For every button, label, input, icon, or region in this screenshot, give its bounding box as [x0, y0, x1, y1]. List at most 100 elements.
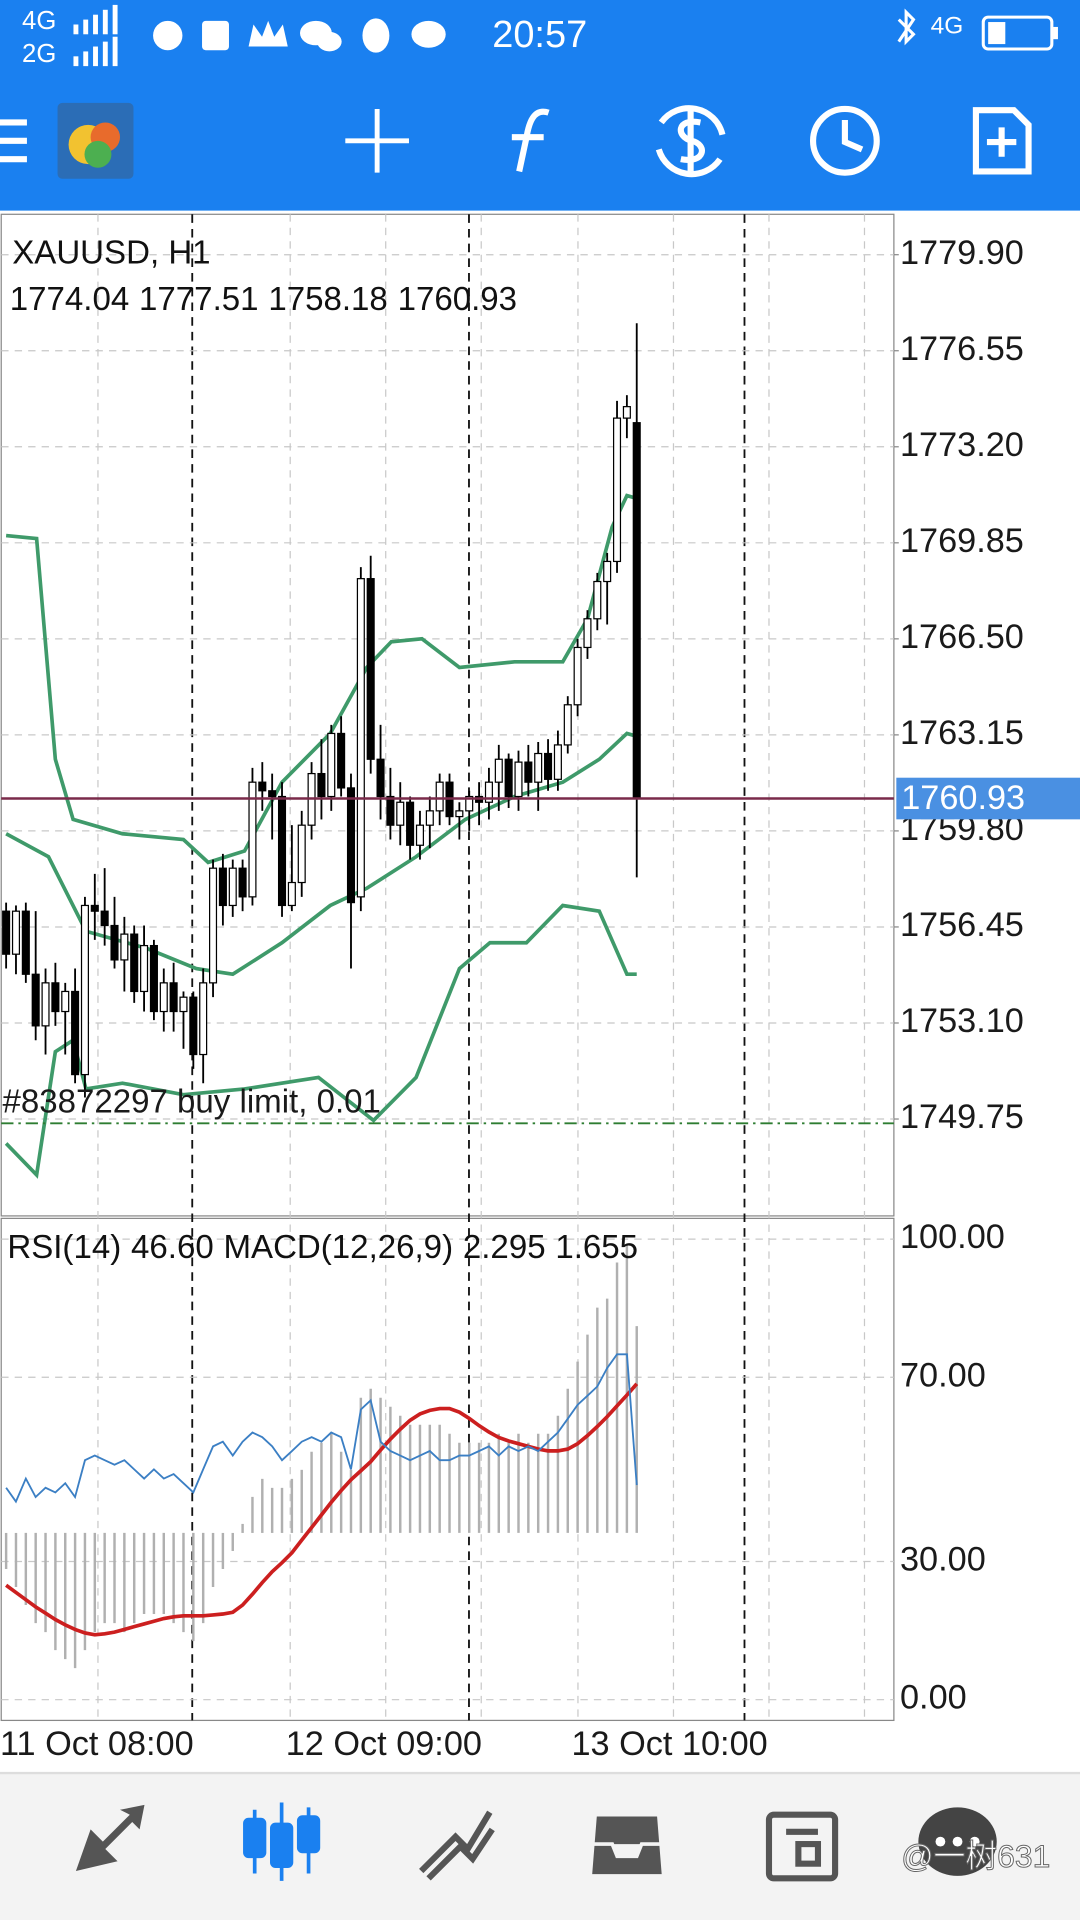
candle-body [494, 758, 503, 783]
trade-tab[interactable] [419, 1810, 495, 1881]
chart-title: XAUUSD, H1 [12, 234, 210, 271]
candle-body [277, 795, 287, 907]
indicator-value: 2.295 [463, 1229, 546, 1266]
watermark: @一树631 [901, 1838, 1050, 1874]
candle-body [366, 578, 375, 760]
candle-body [337, 732, 346, 789]
ohlc-close: 1760.93 [398, 281, 517, 318]
history-tab[interactable] [588, 1812, 666, 1878]
y-tick-label: 70.00 [900, 1356, 986, 1394]
candle-body [622, 406, 631, 419]
candle-body [632, 422, 641, 800]
x-tick-label: 12 Oct 09:00 [286, 1725, 482, 1763]
candle-body [514, 761, 523, 798]
menu-button[interactable] [0, 119, 27, 163]
candle-body [110, 924, 119, 961]
candle-body [534, 752, 543, 783]
candle-body [228, 867, 237, 907]
battery-tip [1053, 26, 1058, 40]
y-tick-label: 1779.90 [900, 234, 1024, 272]
news-tab[interactable] [765, 1811, 839, 1882]
candle-body [21, 910, 30, 975]
candle-body [573, 646, 582, 706]
signal-label: 4G [22, 7, 56, 35]
candle-body [553, 744, 562, 780]
candle-body [199, 982, 208, 1056]
candle-body [593, 580, 602, 620]
candle-body [258, 781, 267, 792]
messages-tab[interactable] [918, 1807, 997, 1876]
indicators-button[interactable] [511, 108, 550, 173]
quotes-tab[interactable] [75, 1804, 145, 1872]
candle-body [603, 560, 612, 583]
trade-button[interactable] [655, 105, 726, 178]
candle-body [465, 795, 474, 812]
crosshair-button[interactable] [345, 108, 409, 173]
price-box-label: 1760.93 [901, 779, 1025, 817]
y-tick-label: 1749.75 [900, 1098, 1024, 1136]
ohlc-high: 1777.51 [139, 281, 258, 318]
candle-body [484, 781, 493, 803]
candle-body [209, 867, 218, 984]
candle-body [51, 982, 60, 1013]
candle-body [612, 417, 622, 563]
chart-tab[interactable] [243, 1802, 321, 1881]
candle-body [583, 618, 592, 649]
x-tick-label: 11 Oct 08:00 [0, 1725, 194, 1763]
history-button[interactable] [810, 105, 880, 176]
candle-body [80, 904, 89, 1076]
candle-body [386, 795, 395, 826]
clock: 20:57 [492, 14, 587, 56]
band-line [5, 493, 638, 865]
candle-body [356, 578, 365, 898]
candle-body [563, 704, 572, 746]
y-tick-label: 1763.15 [900, 714, 1024, 752]
marks-layer [1, 323, 894, 1669]
ohlc-open: 1774.04 [10, 281, 129, 318]
candle-body [346, 787, 356, 904]
candle-body [268, 790, 277, 798]
candle-body [248, 781, 257, 898]
band-line [4, 903, 637, 1179]
candle-body [376, 758, 385, 798]
indicator-label: RSI(14) 46.60 MACD(12,26,9) 2.295 1.655 [7, 1229, 638, 1266]
candle-body [31, 973, 40, 1027]
battery [981, 15, 1054, 51]
app-icon[interactable] [57, 102, 134, 179]
candle-body [317, 772, 326, 798]
candle-body [179, 996, 188, 1013]
y-tick-label: 1776.55 [900, 330, 1024, 368]
candle-body [396, 801, 405, 826]
candle-body [406, 801, 415, 846]
y-tick-label: 1753.10 [900, 1002, 1024, 1040]
candle-body [455, 810, 464, 818]
y-tick-label: 0.00 [900, 1679, 967, 1717]
candle-body [238, 867, 247, 898]
candle-body [149, 944, 158, 1013]
indicator-value: MACD(12,26,9) [224, 1229, 454, 1266]
indicator-value: RSI(14) [7, 1229, 121, 1266]
indicator-value: 46.60 [131, 1229, 214, 1266]
y-tick-label: 1756.45 [900, 906, 1024, 944]
y-tick-label: 1773.20 [900, 426, 1024, 464]
candle-body [90, 904, 99, 912]
candle-body [159, 982, 168, 1013]
candle-body [130, 933, 139, 993]
price-box [896, 777, 1080, 820]
y-tick-label: 100.00 [900, 1218, 1005, 1256]
new-order-button[interactable] [972, 107, 1032, 175]
bottom-nav [0, 1773, 1080, 1920]
candle-body [61, 990, 70, 1013]
network-label: 4G [931, 12, 964, 39]
candle-body [435, 781, 444, 812]
text-layer: 1779.90 1776.55 1773.20 1769.85 1766.50 1763.… [0, 234, 1080, 1763]
ohlc-line: 1774.04 1777.51 1758.18 1760.93 [10, 281, 517, 318]
candle-body [425, 810, 434, 826]
candle-body [415, 824, 425, 846]
y-tick-label: 1766.50 [900, 618, 1024, 656]
rsi-line [5, 1353, 638, 1504]
candle-body [100, 910, 109, 927]
